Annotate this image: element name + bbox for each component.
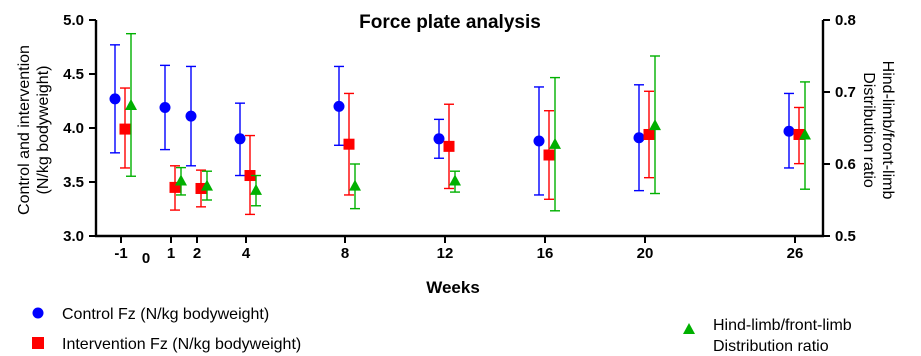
data-point-square: [643, 128, 655, 140]
x-axis-ticks: -1 0 1 2 4 8 12 16 20 26: [114, 236, 803, 267]
data-point-square: [343, 138, 355, 150]
data-point-circle: [433, 133, 445, 145]
y-left-tick-label: 3.0: [63, 228, 84, 245]
y-left-tick-label: 5.0: [63, 12, 84, 29]
data-marks: [109, 32, 811, 216]
data-point-triangle: [125, 98, 137, 110]
y-right-tick-label: 0.8: [835, 12, 856, 29]
data-point-circle: [234, 133, 246, 145]
legend-intervention-label: Intervention Fz (N/kg bodyweight): [62, 336, 301, 353]
y-axis-right-title-line1: Hind-limb/front-limb: [879, 61, 896, 200]
chart-title: Force plate analysis: [359, 12, 541, 33]
data-point-triangle: [175, 174, 187, 186]
y-left-tick-label: 3.5: [63, 174, 84, 191]
y-left-tick-label: 4.0: [63, 120, 84, 137]
y-right-tick-label: 0.7: [835, 84, 856, 101]
data-point-square: [244, 170, 256, 182]
data-point-circle: [159, 101, 171, 113]
y-right-tick-label: 0.5: [835, 228, 856, 245]
data-point-circle: [333, 100, 345, 112]
x-tick-label: 12: [437, 245, 454, 262]
data-point-circle: [533, 135, 545, 147]
data-point-triangle: [799, 128, 811, 140]
legend-ratio-marker: [683, 323, 695, 334]
x-tick-label: 20: [637, 245, 654, 262]
data-point-square: [443, 140, 455, 152]
data-point-circle: [633, 132, 645, 144]
data-point-triangle: [549, 137, 561, 149]
legend: Control Fz (N/kg bodyweight) Interventio…: [32, 306, 852, 355]
x-tick-label: 4: [242, 245, 251, 262]
data-point-circle: [109, 93, 121, 105]
x-tick-label: 2: [193, 245, 201, 262]
series-1: [109, 44, 795, 196]
x-tick-label: 8: [341, 245, 349, 262]
y-axis-left-title-line1: Control and intervention: [16, 45, 33, 215]
x-tick-label: 1: [167, 245, 175, 262]
legend-ratio-label-line2: Distribution ratio: [713, 338, 829, 355]
legend-control-label: Control Fz (N/kg bodyweight): [62, 306, 269, 323]
data-point-circle: [185, 110, 197, 122]
legend-control-marker: [32, 307, 44, 319]
y-left-tick-label: 4.5: [63, 66, 84, 83]
data-point-square: [119, 123, 131, 135]
x-tick-label: 0: [142, 250, 150, 267]
data-point-square: [195, 182, 207, 194]
x-tick-label: -1: [114, 245, 127, 262]
y-axis-right-title-line2: Distribution ratio: [860, 72, 877, 188]
series-3: [125, 32, 811, 212]
data-point-triangle: [201, 179, 213, 191]
data-point-square: [793, 128, 805, 140]
data-point-circle: [783, 125, 795, 137]
x-axis-title: Weeks: [426, 278, 480, 297]
legend-intervention-marker: [32, 337, 44, 349]
legend-ratio-label-line1: Hind-limb/front-limb: [713, 317, 852, 334]
data-point-triangle: [250, 183, 262, 195]
data-point-triangle: [349, 179, 361, 191]
data-point-triangle: [649, 119, 661, 131]
data-point-square: [169, 181, 181, 193]
x-tick-label: 16: [537, 245, 554, 262]
y-axis-left-ticks: 3.0 3.5 4.0 4.5 5.0: [63, 12, 96, 245]
data-point-square: [543, 149, 555, 161]
y-axis-right-ticks: 0.5 0.6 0.7 0.8: [823, 12, 856, 245]
series-2: [119, 87, 805, 216]
x-tick-label: 26: [787, 245, 804, 262]
y-right-tick-label: 0.6: [835, 156, 856, 173]
data-point-triangle: [449, 174, 461, 186]
y-axis-left-title-line2: (N/kg bodyweight): [35, 66, 52, 195]
